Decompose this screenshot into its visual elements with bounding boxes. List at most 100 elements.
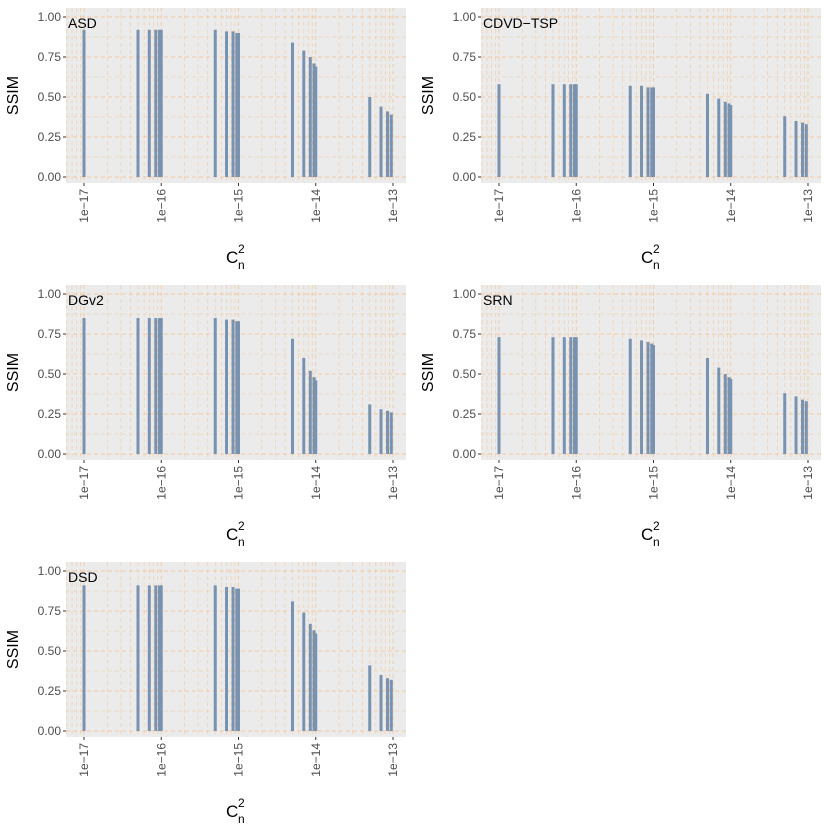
bar (154, 585, 158, 731)
bars (82, 585, 393, 731)
bar (640, 85, 644, 177)
vertical-gridlines (481, 285, 809, 460)
bar (497, 84, 501, 177)
bar (727, 377, 731, 454)
bar (804, 124, 808, 177)
bar (717, 367, 721, 454)
x-axis-title: C (226, 802, 238, 821)
x-axis-title-subscript: n (653, 258, 660, 272)
x-tick-label: 1e−17 (77, 743, 91, 777)
x-axis-title-superscript: 2 (653, 519, 660, 533)
y-tick-label: 1.00 (453, 10, 477, 24)
bar (574, 84, 578, 177)
x-tick-label: 1e−14 (309, 466, 323, 500)
bar (235, 33, 239, 177)
bar (290, 601, 294, 731)
bar (783, 116, 787, 177)
bar (308, 370, 312, 454)
bar (723, 374, 727, 454)
chart-panel: DGv2 0.00 0.25 0.50 0.75 1.00 1e−17 1e−16 1e−15 1… (5, 285, 406, 549)
bar (231, 319, 235, 454)
bar (705, 358, 709, 454)
bar (573, 337, 577, 454)
y-tick-label: 0.25 (38, 130, 62, 144)
bar (312, 377, 316, 454)
y-axis-title: SSIM (420, 76, 437, 115)
panel-label: CDVD−TSP (483, 15, 558, 31)
bar (308, 57, 312, 177)
bar (389, 679, 393, 731)
bar (386, 678, 390, 731)
y-tick-label: 0.50 (38, 90, 62, 104)
y-axis-title: SSIM (5, 630, 22, 669)
bar (302, 612, 306, 731)
x-axis-title-subscript: n (653, 535, 660, 549)
x-tick-label: 1e−13 (801, 189, 815, 223)
bar (569, 337, 573, 454)
bar (213, 318, 217, 454)
bar (650, 343, 654, 454)
x-tick-label: 1e−15 (647, 189, 661, 223)
bar (290, 42, 294, 177)
x-axis-title-subscript: n (238, 535, 245, 549)
bar (159, 585, 163, 731)
bar (551, 337, 555, 454)
y-tick-label: 1.00 (38, 287, 62, 301)
bar (652, 345, 655, 454)
bar (368, 665, 372, 731)
bar (368, 97, 372, 177)
x-tick-label: 1e−14 (309, 743, 323, 777)
bar (574, 337, 578, 454)
bar (147, 318, 151, 454)
y-tick-label: 0.50 (38, 644, 62, 658)
bar (727, 103, 731, 177)
x-axis-title: C (226, 525, 238, 544)
bar (312, 63, 316, 177)
bar (389, 114, 393, 177)
x-tick-label: 1e−16 (154, 743, 168, 777)
bar (497, 337, 501, 454)
bar (213, 585, 217, 731)
bar (314, 380, 318, 454)
bar (562, 84, 566, 177)
bar (729, 105, 733, 177)
chart-panel: CDVD−TSP 0.00 0.25 0.50 0.75 1.00 1e−17 1e−16 1e… (420, 8, 821, 272)
bar (147, 585, 151, 731)
bar (159, 29, 163, 177)
x-tick-label: 1e−14 (309, 189, 323, 223)
bar (290, 338, 294, 454)
bar (225, 31, 229, 178)
panel-label: ASD (68, 15, 97, 31)
bar (652, 87, 655, 177)
y-tick-label: 0.50 (453, 367, 477, 381)
bar (389, 412, 393, 454)
y-tick-label: 0.00 (38, 447, 62, 461)
bar (235, 321, 239, 454)
bars (497, 337, 808, 454)
bar (136, 318, 140, 454)
bar (314, 633, 318, 731)
vertical-gridlines (66, 285, 394, 460)
x-tick-label: 1e−16 (154, 189, 168, 223)
panel-label: DSD (68, 569, 98, 585)
x-axis-title: C (226, 248, 238, 267)
y-axis-title: SSIM (5, 353, 22, 392)
y-tick-label: 0.75 (453, 327, 477, 341)
bar (628, 85, 632, 177)
bar (386, 111, 390, 177)
x-axis-title-superscript: 2 (238, 242, 245, 256)
bar (646, 87, 650, 177)
x-tick-label: 1e−17 (77, 466, 91, 500)
y-axis-title: SSIM (5, 76, 22, 115)
y-tick-label: 0.00 (38, 724, 62, 738)
y-tick-label: 0.50 (38, 367, 62, 381)
y-tick-label: 0.25 (453, 407, 477, 421)
bars (82, 29, 393, 178)
x-axis-title-superscript: 2 (238, 796, 245, 810)
bar (154, 318, 158, 454)
x-tick-label: 1e−16 (569, 189, 583, 223)
x-tick-label: 1e−15 (647, 466, 661, 500)
bar (729, 378, 733, 454)
y-tick-label: 0.00 (453, 447, 477, 461)
